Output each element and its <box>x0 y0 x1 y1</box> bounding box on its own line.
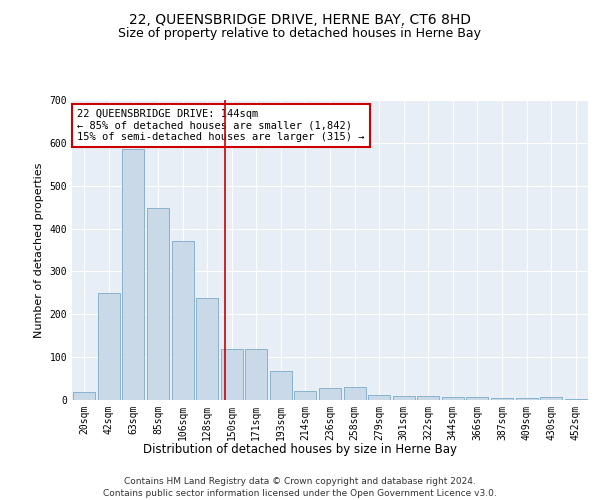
Text: 22 QUEENSBRIDGE DRIVE: 144sqm
← 85% of detached houses are smaller (1,842)
15% o: 22 QUEENSBRIDGE DRIVE: 144sqm ← 85% of d… <box>77 109 365 142</box>
Bar <box>540 396 562 400</box>
Bar <box>98 293 120 400</box>
Bar <box>442 396 464 400</box>
Bar <box>172 240 194 400</box>
Text: Distribution of detached houses by size in Herne Bay: Distribution of detached houses by size … <box>143 442 457 456</box>
Text: 22, QUEENSBRIDGE DRIVE, HERNE BAY, CT6 8HD: 22, QUEENSBRIDGE DRIVE, HERNE BAY, CT6 8… <box>129 12 471 26</box>
Bar <box>417 396 439 400</box>
Bar <box>368 395 390 400</box>
Bar <box>270 372 292 400</box>
Bar <box>245 350 268 400</box>
Bar <box>515 398 538 400</box>
Bar <box>344 387 365 400</box>
Bar <box>73 392 95 400</box>
Bar <box>466 398 488 400</box>
Text: Size of property relative to detached houses in Herne Bay: Size of property relative to detached ho… <box>119 28 482 40</box>
Bar <box>122 150 145 400</box>
Bar <box>565 398 587 400</box>
Bar <box>491 398 513 400</box>
Bar <box>392 396 415 400</box>
Y-axis label: Number of detached properties: Number of detached properties <box>34 162 44 338</box>
Bar <box>147 208 169 400</box>
Bar <box>221 350 243 400</box>
Text: Contains HM Land Registry data © Crown copyright and database right 2024.
Contai: Contains HM Land Registry data © Crown c… <box>103 476 497 498</box>
Bar <box>196 298 218 400</box>
Bar <box>319 388 341 400</box>
Bar <box>295 392 316 400</box>
